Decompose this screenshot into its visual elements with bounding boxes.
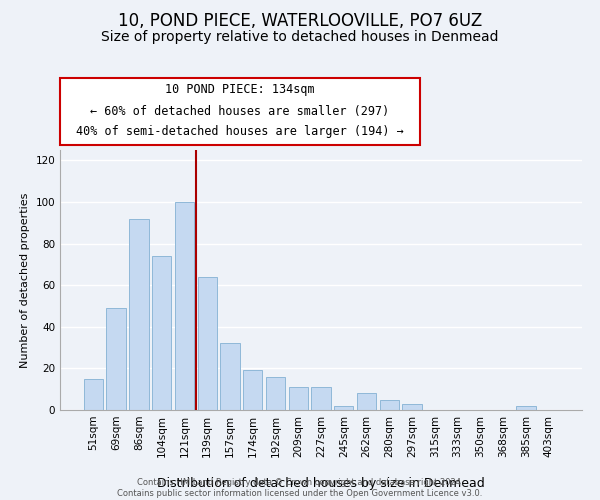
Text: 10 POND PIECE: 134sqm: 10 POND PIECE: 134sqm <box>165 82 315 96</box>
Text: 40% of semi-detached houses are larger (194) →: 40% of semi-detached houses are larger (… <box>76 125 404 138</box>
Bar <box>84 379 103 410</box>
Text: Size of property relative to detached houses in Denmead: Size of property relative to detached ho… <box>101 30 499 44</box>
Bar <box>243 370 262 410</box>
Bar <box>380 400 399 410</box>
Bar <box>516 406 536 410</box>
Text: 10, POND PIECE, WATERLOOVILLE, PO7 6UZ: 10, POND PIECE, WATERLOOVILLE, PO7 6UZ <box>118 12 482 30</box>
Text: Contains HM Land Registry data © Crown copyright and database right 2024.
Contai: Contains HM Land Registry data © Crown c… <box>118 478 482 498</box>
Bar <box>106 308 126 410</box>
Bar <box>311 387 331 410</box>
Y-axis label: Number of detached properties: Number of detached properties <box>20 192 30 368</box>
Text: Distribution of detached houses by size in Denmead: Distribution of detached houses by size … <box>157 477 485 490</box>
Bar <box>403 404 422 410</box>
Bar <box>266 376 285 410</box>
Bar <box>129 218 149 410</box>
Text: ← 60% of detached houses are smaller (297): ← 60% of detached houses are smaller (29… <box>91 105 389 118</box>
Bar <box>289 387 308 410</box>
Bar <box>175 202 194 410</box>
Bar <box>334 406 353 410</box>
Bar <box>197 277 217 410</box>
Bar <box>152 256 172 410</box>
Bar <box>357 394 376 410</box>
Bar <box>220 344 239 410</box>
